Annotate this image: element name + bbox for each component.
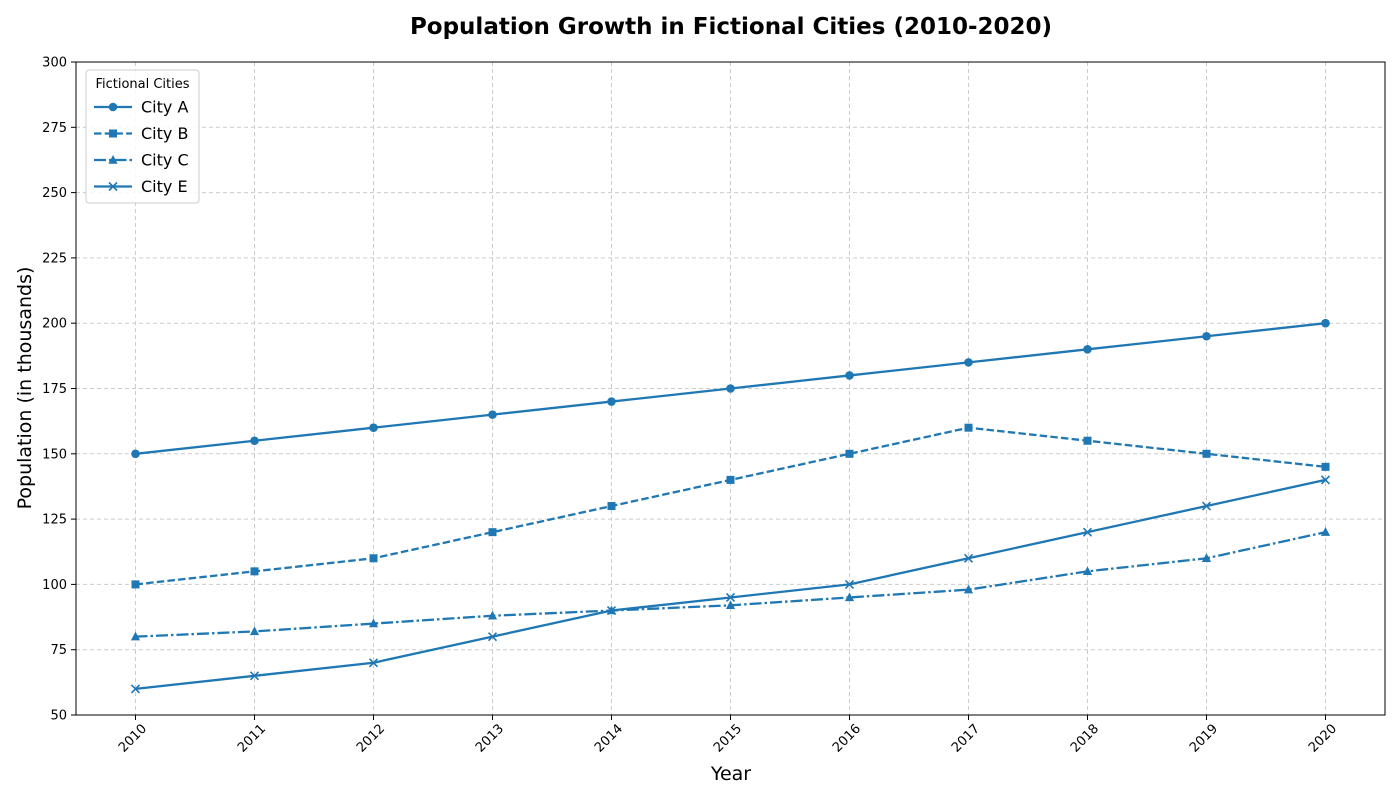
y-tick-label: 250 xyxy=(42,186,67,201)
data-point xyxy=(368,658,379,668)
data-point xyxy=(1321,318,1330,328)
data-point xyxy=(368,618,379,628)
data-point xyxy=(487,610,498,620)
series-layer xyxy=(130,318,1331,694)
data-point xyxy=(369,554,378,563)
data-point xyxy=(1320,527,1331,536)
x-tick-label: 2016 xyxy=(830,722,864,756)
legend-label: City A xyxy=(141,98,188,117)
y-tick-label: 125 xyxy=(42,513,67,528)
y-tick-label: 200 xyxy=(42,317,67,332)
x-tick-label: 2015 xyxy=(711,722,745,756)
x-tick-label: 2013 xyxy=(473,722,507,756)
data-point xyxy=(250,567,259,576)
grid-layer xyxy=(76,62,1385,715)
legend-marker xyxy=(108,102,118,112)
data-point xyxy=(1083,345,1092,354)
y-tick-label: 300 xyxy=(42,56,67,71)
legend-marker xyxy=(108,155,118,164)
data-point xyxy=(250,436,259,446)
series-city-a xyxy=(131,318,1330,459)
data-point xyxy=(488,528,497,537)
data-point xyxy=(130,631,141,641)
data-point xyxy=(1201,553,1212,562)
data-point xyxy=(607,502,616,511)
data-point xyxy=(726,475,735,484)
data-point xyxy=(964,358,973,367)
x-tick-label: 2019 xyxy=(1187,722,1221,756)
x-tick-label: 2010 xyxy=(116,722,150,756)
chart-title: Population Growth in Fictional Cities (2… xyxy=(410,14,1052,40)
data-point xyxy=(131,449,140,459)
data-point xyxy=(845,449,854,458)
y-tick-label: 50 xyxy=(50,709,67,724)
data-point xyxy=(1202,449,1211,458)
legend-marker xyxy=(109,129,117,138)
y-tick-label: 225 xyxy=(42,251,67,266)
y-axis-label: Population (in thousands) xyxy=(14,267,36,510)
x-tick-label: 2014 xyxy=(592,722,626,756)
series-city-e xyxy=(130,475,1331,694)
data-point xyxy=(1320,475,1331,485)
x-tick-label: 2017 xyxy=(949,722,983,756)
data-point xyxy=(725,600,736,609)
y-tick-label: 175 xyxy=(42,382,67,397)
tick-layer: 2010 2011 2012 2013 2014 2015 2016 2017 2018 2019… xyxy=(42,56,1340,756)
data-point xyxy=(249,671,260,681)
x-tick-label: 2020 xyxy=(1306,722,1340,756)
data-point xyxy=(131,580,140,589)
legend: Fictional Cities City A City B City C City E xyxy=(85,69,200,204)
x-tick-label: 2018 xyxy=(1068,722,1102,756)
data-point xyxy=(607,397,616,406)
legend-label: City E xyxy=(141,177,188,196)
data-point xyxy=(726,384,735,393)
data-point xyxy=(488,410,497,419)
data-point xyxy=(844,592,855,602)
legend-marker xyxy=(108,181,118,192)
series-city-b xyxy=(131,423,1330,589)
y-tick-label: 100 xyxy=(42,578,67,593)
y-tick-label: 275 xyxy=(42,121,67,136)
data-point xyxy=(1082,566,1093,576)
legend-label: City C xyxy=(141,151,189,170)
data-point xyxy=(964,423,973,432)
data-point xyxy=(844,579,855,589)
data-point xyxy=(1321,462,1330,471)
y-tick-label: 75 xyxy=(50,643,67,658)
data-point xyxy=(845,371,854,380)
y-tick-label: 150 xyxy=(42,447,67,462)
x-tick-label: 2011 xyxy=(235,722,269,756)
data-point xyxy=(130,684,141,694)
data-point xyxy=(1201,501,1212,511)
legend-label: City B xyxy=(141,124,188,143)
data-point xyxy=(963,553,974,563)
data-point xyxy=(725,592,736,603)
data-point xyxy=(606,605,617,616)
data-point xyxy=(1082,527,1093,537)
legend-title: Fictional Cities xyxy=(95,77,189,92)
data-point xyxy=(487,632,498,642)
x-axis-label: Year xyxy=(710,763,751,785)
data-point xyxy=(1083,436,1092,445)
x-tick-label: 2012 xyxy=(354,722,388,756)
data-point xyxy=(369,423,378,432)
data-point xyxy=(1202,331,1211,341)
data-point xyxy=(249,626,260,636)
data-point xyxy=(963,584,974,594)
